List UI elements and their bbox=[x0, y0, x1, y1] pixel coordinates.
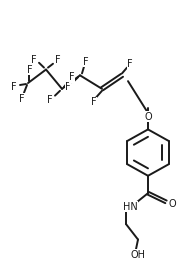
Text: F: F bbox=[83, 57, 89, 67]
Text: OH: OH bbox=[131, 250, 145, 259]
Text: HN: HN bbox=[123, 202, 137, 212]
Text: F: F bbox=[31, 55, 37, 65]
Text: O: O bbox=[168, 199, 176, 209]
Text: F: F bbox=[55, 55, 61, 65]
Text: F: F bbox=[19, 93, 25, 104]
Text: F: F bbox=[65, 82, 71, 92]
Text: F: F bbox=[91, 97, 97, 107]
Text: F: F bbox=[47, 96, 53, 105]
Text: F: F bbox=[127, 59, 133, 69]
Text: F: F bbox=[27, 64, 33, 75]
Text: F: F bbox=[11, 82, 17, 92]
Text: O: O bbox=[144, 112, 152, 122]
Text: F: F bbox=[69, 72, 75, 82]
